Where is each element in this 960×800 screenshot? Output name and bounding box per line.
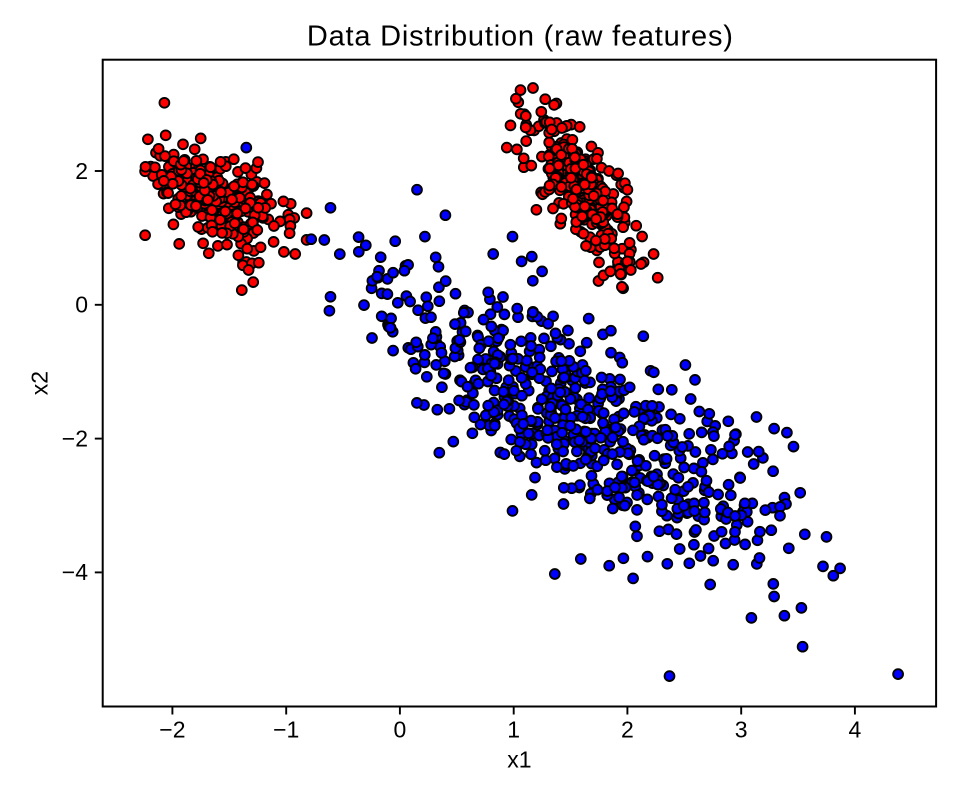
svg-text:2: 2 — [75, 158, 88, 184]
svg-text:4: 4 — [849, 717, 862, 743]
svg-text:0: 0 — [75, 292, 88, 318]
svg-text:1: 1 — [507, 717, 520, 743]
svg-text:x1: x1 — [507, 747, 531, 773]
svg-text:3: 3 — [735, 717, 748, 743]
svg-text:−1: −1 — [273, 717, 299, 743]
svg-text:0: 0 — [394, 717, 407, 743]
svg-text:−2: −2 — [62, 425, 88, 451]
svg-text:Data Distribution (raw feature: Data Distribution (raw features) — [307, 21, 734, 53]
svg-text:2: 2 — [621, 717, 634, 743]
svg-text:x2: x2 — [27, 371, 53, 395]
svg-text:−4: −4 — [62, 559, 88, 585]
svg-text:−2: −2 — [159, 717, 185, 743]
